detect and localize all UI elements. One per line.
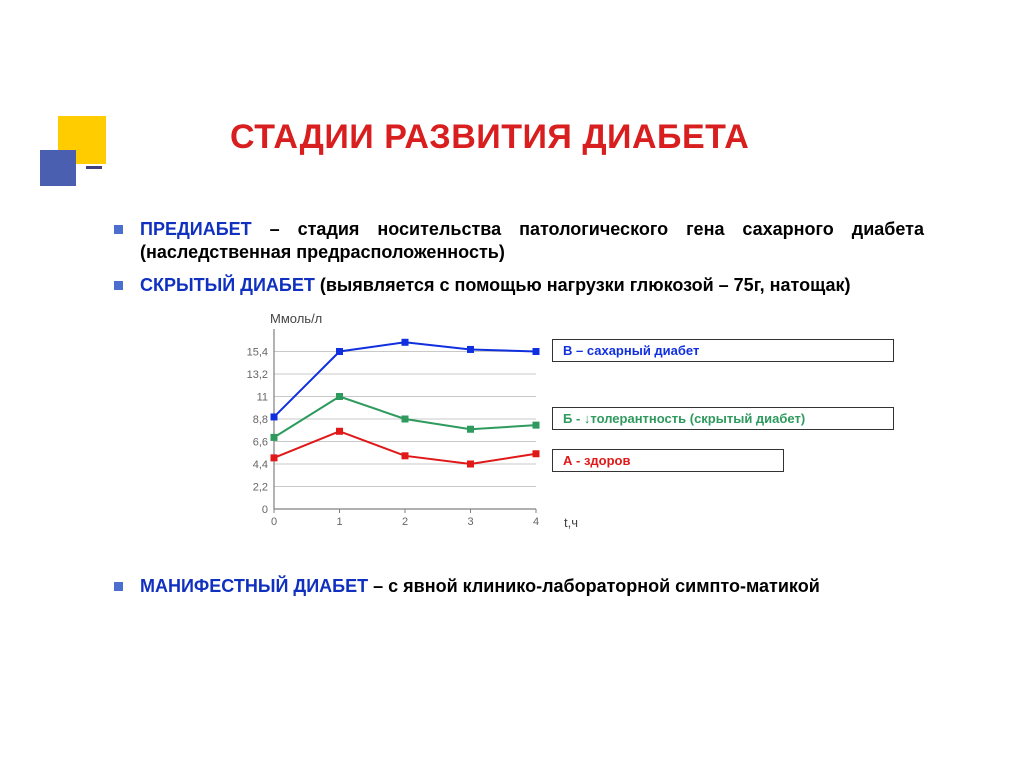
svg-text:3: 3 (467, 516, 473, 528)
slide-title: СТАДИИ РАЗВИТИЯ ДИАБЕТА (230, 118, 749, 157)
deco-line (86, 166, 102, 169)
svg-text:0: 0 (262, 504, 268, 516)
term-prediabet: ПРЕДИАБЕТ (140, 219, 252, 239)
body: ПРЕДИАБЕТ – стадия носительства патологи… (112, 218, 924, 608)
svg-text:11: 11 (257, 392, 268, 404)
svg-text:15,4: 15,4 (247, 347, 268, 359)
text-manifest: – с явной клинико-лабораторной симпто-ма… (368, 576, 820, 596)
legend-item: А - здоров (552, 449, 784, 472)
svg-text:1: 1 (336, 516, 342, 528)
slide: СТАДИИ РАЗВИТИЯ ДИАБЕТА ПРЕДИАБЕТ – стад… (0, 0, 1024, 768)
svg-text:8,8: 8,8 (253, 414, 268, 426)
x-axis-label: t,ч (564, 515, 578, 530)
svg-text:2: 2 (402, 516, 408, 528)
svg-text:13,2: 13,2 (247, 369, 268, 381)
text-prediabet: – стадия носительства патологического ге… (140, 219, 924, 262)
bullet-prediabet: ПРЕДИАБЕТ – стадия носительства патологи… (112, 218, 924, 264)
svg-text:6,6: 6,6 (253, 437, 268, 449)
legend-item: Б - ↓толерантность (скрытый диабет) (552, 407, 894, 430)
text-latent: (выявляется с помощью нагрузки глюкозой … (315, 275, 851, 295)
deco-square-blue (40, 150, 76, 186)
svg-text:0: 0 (271, 516, 277, 528)
chart-zone: Ммоль/л 02,24,46,68,81113,215,401234 t,ч… (112, 315, 924, 553)
legend-item: В – сахарный диабет (552, 339, 894, 362)
bullet-latent: СКРЫТЫЙ ДИАБЕТ (выявляется с помощью наг… (112, 274, 924, 297)
svg-text:4: 4 (533, 516, 539, 528)
title-bar: СТАДИИ РАЗВИТИЯ ДИАБЕТА (40, 110, 984, 170)
bullet-manifest: МАНИФЕСТНЫЙ ДИАБЕТ – с явной клинико-лаб… (112, 575, 924, 598)
term-manifest: МАНИФЕСТНЫЙ ДИАБЕТ (140, 576, 368, 596)
chart-svg: 0 2,2 4,4 6,6 8,8 11 13,2 15,4 0 1 2 3 4 (228, 315, 548, 533)
glucose-chart: 0 2,2 4,4 6,6 8,8 11 13,2 15,4 0 1 2 3 4 (228, 315, 548, 533)
term-latent: СКРЫТЫЙ ДИАБЕТ (140, 275, 315, 295)
svg-text:4,4: 4,4 (253, 459, 268, 471)
svg-text:2,2: 2,2 (253, 482, 268, 494)
